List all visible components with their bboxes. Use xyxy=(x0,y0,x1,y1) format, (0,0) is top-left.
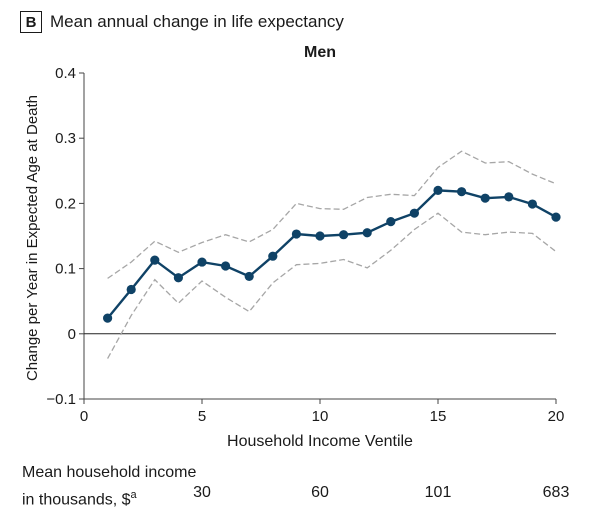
income-label-line2-text: in thousands, $ xyxy=(22,491,131,509)
chart-title: Men xyxy=(304,44,336,61)
estimate-point xyxy=(315,231,325,241)
axes: −0.100.10.20.30.40 5 10 15 20 xyxy=(46,65,564,425)
estimate-point xyxy=(126,284,136,295)
x-tick-label: 5 xyxy=(198,408,206,425)
income-footnote-marker: a xyxy=(130,489,137,501)
panel-title: Mean annual change in life expectancy xyxy=(50,12,344,31)
estimate-point xyxy=(291,229,301,239)
estimate-point xyxy=(386,217,396,227)
estimate-point xyxy=(433,185,443,195)
estimate-point xyxy=(504,192,514,202)
income-value: 60 xyxy=(311,484,329,501)
series-group xyxy=(103,150,561,359)
x-tick-label: 20 xyxy=(548,408,565,425)
estimate-point xyxy=(221,261,231,271)
income-value: 683 xyxy=(542,484,570,501)
estimate-point xyxy=(409,208,419,218)
income-label-line1: Mean household income xyxy=(22,464,197,481)
x-tick-label: 10 xyxy=(312,408,329,425)
y-tick-label: 0.2 xyxy=(55,195,76,212)
upper-95-ci-line xyxy=(107,150,557,279)
estimate-point xyxy=(173,273,183,283)
estimate-point xyxy=(480,193,490,203)
x-tick-label: 0 xyxy=(80,408,88,425)
estimate-point xyxy=(527,199,538,209)
estimate-point xyxy=(457,187,467,197)
lower-95-ci-line xyxy=(107,212,557,359)
panel-letter: B xyxy=(20,11,42,33)
y-tick-label: 0.1 xyxy=(55,261,76,278)
x-axis-label: Household Income Ventile xyxy=(227,433,413,450)
y-tick-label: 0.4 xyxy=(55,65,76,82)
estimate-point xyxy=(339,230,349,240)
chart-labels: Men Household Income Ventile Change per Ye… xyxy=(24,44,413,450)
y-tick-label: 0.3 xyxy=(55,130,76,147)
estimate-point xyxy=(244,271,254,282)
income-label: Mean household income in thousands, $a xyxy=(22,462,196,511)
estimate-point xyxy=(197,257,207,267)
income-value: 30 xyxy=(193,484,211,501)
x-tick-label: 15 xyxy=(430,408,447,425)
estimate-point xyxy=(103,313,113,323)
y-tick-label: 0 xyxy=(68,326,76,343)
income-label-line2: in thousands, $a xyxy=(22,484,196,511)
estimate-point xyxy=(362,228,372,238)
y-axis-label: Change per Year in Expected Age at Death xyxy=(24,95,41,381)
income-value: 101 xyxy=(424,484,452,501)
estimate-point xyxy=(268,251,278,261)
y-tick-label: −0.1 xyxy=(46,391,76,408)
panel-header: B Mean annual change in life expectancy xyxy=(20,9,344,35)
estimate-point xyxy=(150,255,160,265)
estimate-point xyxy=(551,212,561,222)
